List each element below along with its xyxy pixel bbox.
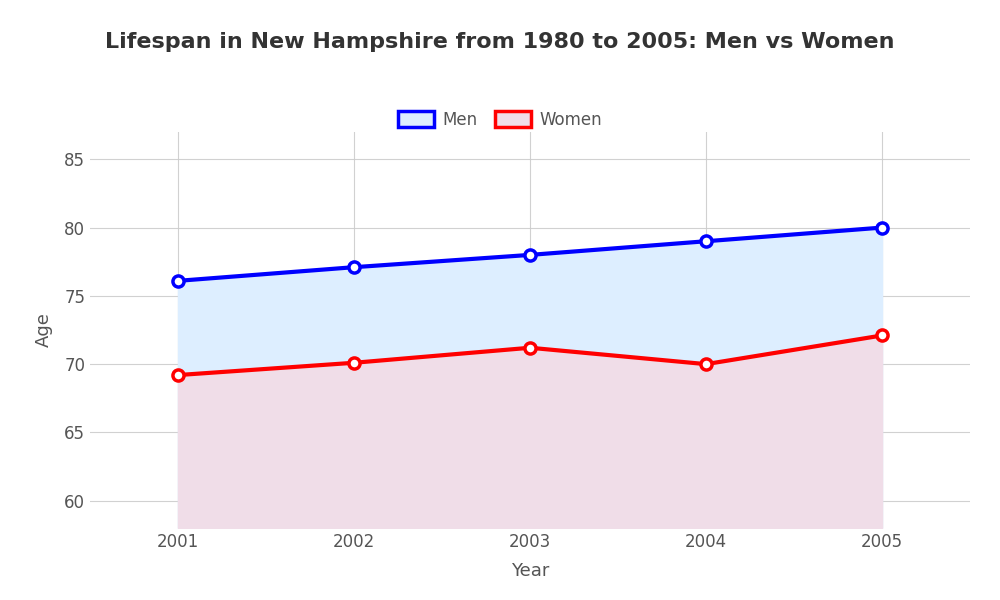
X-axis label: Year: Year <box>511 562 549 580</box>
Text: Lifespan in New Hampshire from 1980 to 2005: Men vs Women: Lifespan in New Hampshire from 1980 to 2… <box>105 32 895 52</box>
Legend: Men, Women: Men, Women <box>391 104 609 136</box>
Y-axis label: Age: Age <box>35 313 53 347</box>
